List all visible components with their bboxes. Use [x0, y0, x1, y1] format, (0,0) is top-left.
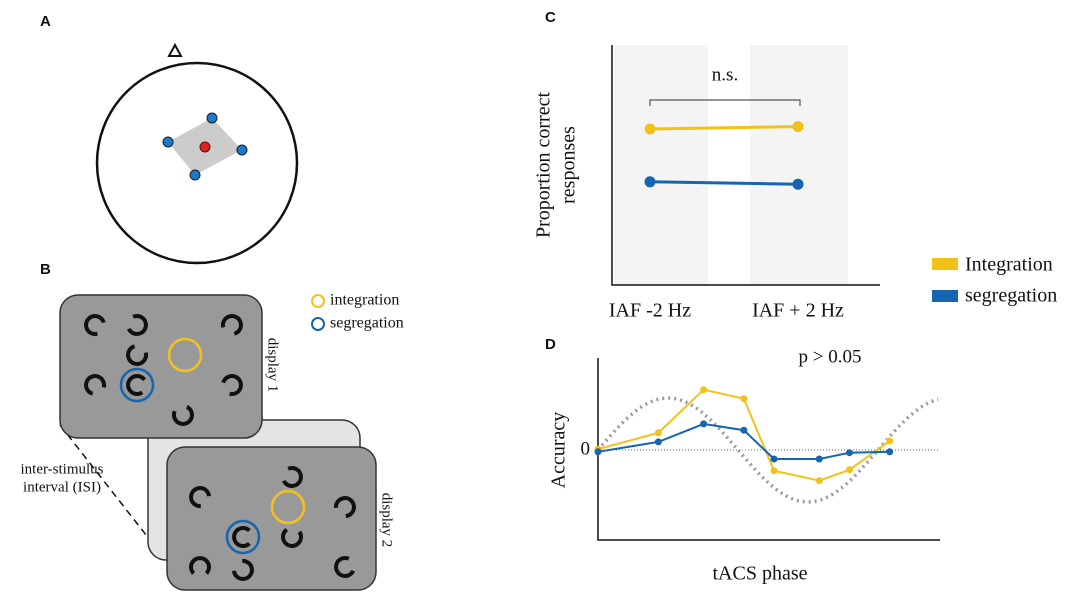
- legend-label: Integration: [965, 254, 1053, 276]
- display-label: display 2: [379, 493, 395, 548]
- point: [815, 477, 823, 485]
- point: [700, 386, 708, 394]
- x-axis-label: tACS phase: [713, 563, 808, 585]
- point: [886, 448, 894, 456]
- y-axis-label: Proportion correct: [533, 92, 555, 239]
- x-tick-label: IAF + 2 Hz: [752, 300, 844, 322]
- point: [845, 449, 853, 457]
- point: [740, 395, 748, 403]
- point: [654, 429, 662, 437]
- panel-label: C: [545, 9, 556, 26]
- y-axis-label: responses: [558, 126, 580, 204]
- series-line: [649, 125, 799, 131]
- series-line: [597, 422, 890, 460]
- point: [654, 438, 662, 446]
- point: [770, 455, 778, 463]
- displays: [59, 294, 377, 591]
- series-line: [597, 388, 891, 482]
- reference-sine: [596, 396, 939, 504]
- y-axis-label: Accuracy: [548, 412, 570, 489]
- legend-label: segregation: [965, 285, 1057, 307]
- point: [845, 466, 853, 474]
- head-diagram: [95, 42, 299, 265]
- legend-swatch: [932, 258, 958, 270]
- point: [740, 426, 748, 434]
- isi-label: inter-stimulus: [20, 461, 103, 477]
- point: [815, 455, 823, 463]
- legend-label: integration: [330, 292, 399, 309]
- axes: [597, 358, 940, 541]
- point: [644, 123, 656, 135]
- isi-label: interval (ISI): [23, 479, 101, 495]
- x-tick-label: IAF -2 Hz: [609, 300, 691, 322]
- band: [750, 45, 848, 285]
- axes: [611, 45, 880, 286]
- legend-swatch: [311, 317, 325, 331]
- point: [594, 448, 602, 456]
- panel-label: B: [40, 261, 51, 278]
- point: [792, 121, 804, 133]
- series-line: [649, 180, 799, 186]
- point: [886, 437, 894, 445]
- panel-label: D: [545, 336, 556, 353]
- display-label: display 1: [265, 338, 281, 393]
- band: [614, 45, 708, 285]
- panel-label: A: [40, 13, 51, 30]
- chart-title: p > 0.05: [799, 346, 862, 367]
- point: [644, 176, 656, 188]
- y-tick-label: 0: [581, 438, 591, 459]
- point: [700, 420, 708, 428]
- legend-label: segregation: [330, 315, 404, 332]
- legend-swatch: [311, 294, 325, 308]
- point: [792, 178, 804, 190]
- annotation: n.s.: [712, 64, 738, 85]
- point: [770, 467, 778, 475]
- legend-swatch: [932, 290, 958, 302]
- bracket: [649, 99, 801, 106]
